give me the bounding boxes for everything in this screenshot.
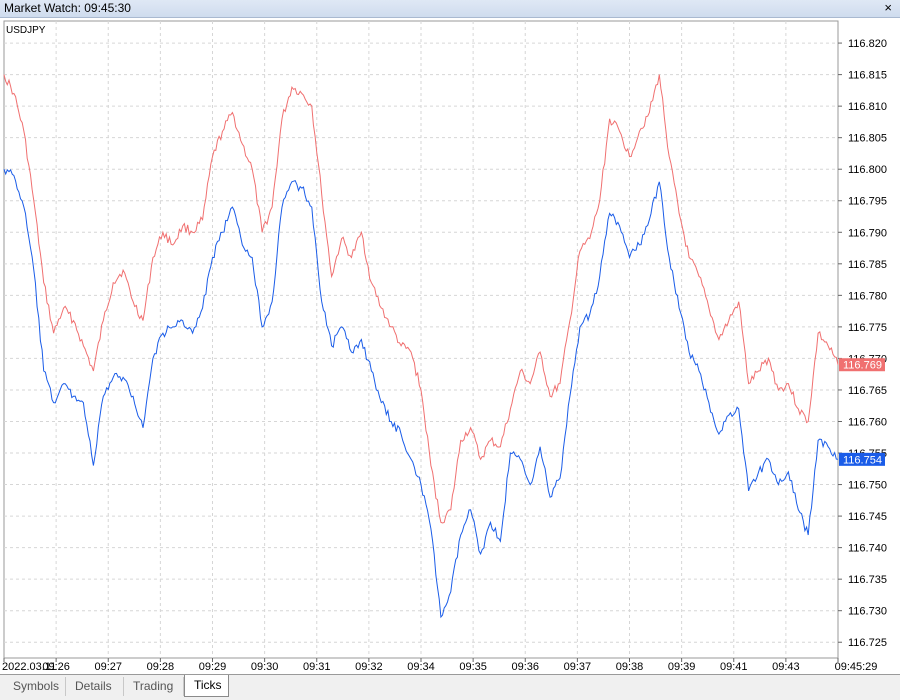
tick-chart-svg: 116.820 116.815 116.810 116.805 116.800 116.7… — [2, 20, 887, 673]
tab-ticks[interactable]: Ticks — [184, 675, 229, 697]
y-tick-label: 116.795 — [848, 196, 887, 208]
x-tick-label: 2022.03.11 — [2, 661, 56, 673]
y-tick-label: 116.805 — [848, 133, 887, 145]
close-icon[interactable]: × — [884, 0, 892, 15]
x-tick-label: 09:27 — [94, 661, 122, 673]
y-tick-label: 116.750 — [848, 480, 887, 492]
x-tick-label: 09:34 — [407, 661, 435, 673]
x-tick-label: 09:31 — [303, 661, 331, 673]
y-tick-label: 116.775 — [848, 322, 887, 334]
series-line-bid — [3, 168, 839, 619]
window-title: Market Watch: 09:45:30 — [4, 1, 131, 15]
x-tick-label: 09:43 — [772, 661, 800, 673]
x-tick-label: 09:36 — [511, 661, 539, 673]
y-tick-label: 116.730 — [848, 606, 887, 618]
x-tick-label: 09:28 — [147, 661, 175, 673]
y-tick-label: 116.810 — [848, 101, 887, 113]
window-titlebar: Market Watch: 09:45:30 × — [0, 0, 900, 18]
x-tick-label: 09:41 — [720, 661, 748, 673]
y-tick-label: 116.735 — [848, 574, 887, 586]
x-tick-label: 09:37 — [564, 661, 592, 673]
y-tick-label: 116.760 — [848, 416, 887, 428]
y-tick-label: 116.790 — [848, 227, 887, 239]
tab-details[interactable]: Details — [66, 677, 124, 696]
price-tag-bid — [839, 452, 885, 466]
y-tick-label: 116.780 — [848, 290, 887, 302]
x-tick-label: 09:26 — [42, 661, 70, 673]
y-tick-label: 116.815 — [848, 70, 887, 82]
y-tick-label: 116.745 — [848, 511, 887, 523]
y-tick-label: 116.740 — [848, 543, 887, 555]
series-line-ask — [3, 74, 839, 524]
tab-symbols[interactable]: Symbols — [4, 677, 66, 696]
y-tick-label: 116.725 — [848, 637, 887, 649]
price-tag-label: 116.754 — [843, 454, 882, 466]
price-tag-label: 116.769 — [843, 360, 882, 372]
tab-bar: Symbols Details Trading Ticks — [0, 675, 900, 700]
x-tick-label: 09:35 — [459, 661, 487, 673]
tab-trading[interactable]: Trading — [124, 677, 184, 696]
y-tick-label: 116.820 — [848, 38, 887, 50]
x-tick-label: 09:45:29 — [835, 661, 878, 673]
x-tick-label: 09:30 — [251, 661, 279, 673]
symbol-label: USDJPY — [6, 25, 46, 36]
ticks-chart[interactable]: 116.820 116.815 116.810 116.805 116.800 116.7… — [0, 18, 900, 675]
y-tick-label: 116.800 — [848, 164, 887, 176]
y-tick-label: 116.785 — [848, 259, 887, 271]
x-tick-label: 09:32 — [355, 661, 383, 673]
y-tick-label: 116.765 — [848, 385, 887, 397]
x-tick-label: 09:29 — [199, 661, 227, 673]
price-tag-ask — [839, 358, 885, 372]
x-tick-label: 09:38 — [616, 661, 644, 673]
x-tick-label: 09:39 — [668, 661, 696, 673]
